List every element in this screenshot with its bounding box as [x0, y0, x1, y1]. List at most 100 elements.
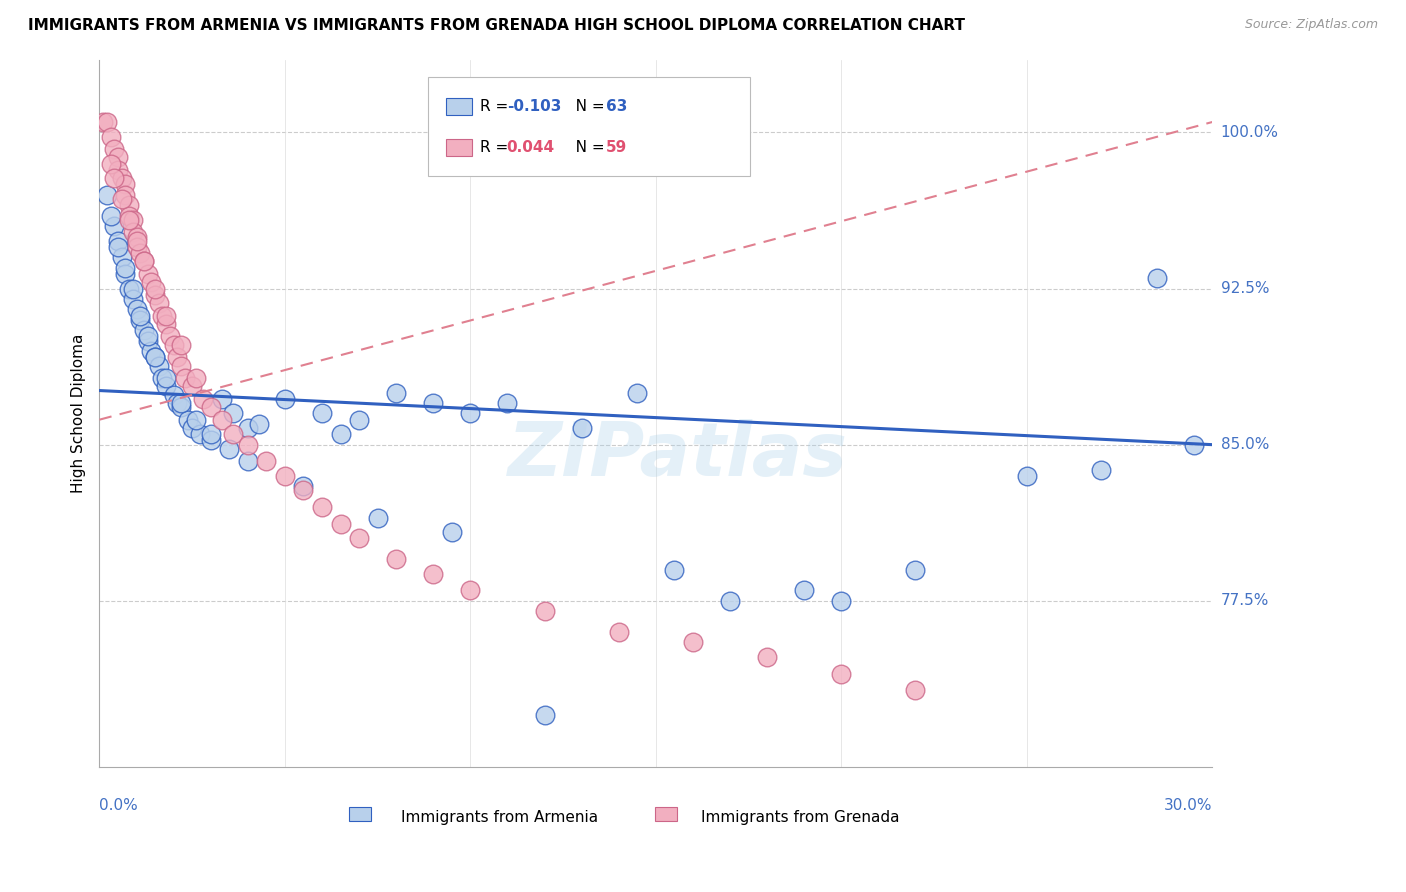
Point	[385, 552, 408, 566]
Point	[118, 212, 141, 227]
Text: R =: R =	[479, 139, 513, 154]
Text: R =: R =	[479, 99, 513, 114]
Point	[107, 162, 129, 177]
Point	[155, 309, 177, 323]
Point	[274, 392, 297, 406]
Point	[181, 379, 204, 393]
Point	[103, 171, 125, 186]
Y-axis label: High School Diploma: High School Diploma	[72, 334, 86, 493]
Point	[1182, 437, 1205, 451]
Text: 30.0%: 30.0%	[1164, 797, 1212, 813]
Point	[218, 442, 240, 456]
Point	[148, 359, 170, 373]
Point	[121, 225, 143, 239]
Point	[96, 187, 118, 202]
Point	[756, 649, 779, 664]
Point	[121, 292, 143, 306]
Point	[460, 406, 482, 420]
Point	[170, 359, 193, 373]
Text: ZIPatlas: ZIPatlas	[508, 419, 848, 492]
Point	[211, 392, 233, 406]
Point	[152, 309, 174, 323]
Point	[141, 275, 163, 289]
Point	[533, 604, 555, 618]
Point	[155, 371, 177, 385]
Point	[132, 254, 155, 268]
Point	[193, 392, 215, 406]
Point	[1015, 468, 1038, 483]
Text: 0.0%: 0.0%	[100, 797, 138, 813]
Point	[329, 427, 352, 442]
Text: 92.5%: 92.5%	[1220, 281, 1270, 296]
Point	[132, 323, 155, 337]
Point	[148, 296, 170, 310]
Point	[125, 302, 148, 317]
Point	[533, 708, 555, 723]
Point	[422, 396, 444, 410]
Text: 63: 63	[606, 99, 627, 114]
Point	[132, 254, 155, 268]
Point	[103, 142, 125, 156]
Point	[571, 421, 593, 435]
Text: Immigrants from Grenada: Immigrants from Grenada	[702, 810, 900, 825]
Point	[129, 309, 152, 323]
Point	[129, 312, 152, 326]
FancyBboxPatch shape	[349, 807, 371, 821]
Point	[96, 115, 118, 129]
Point	[347, 531, 370, 545]
Point	[125, 229, 148, 244]
Text: 0.044: 0.044	[506, 139, 555, 154]
Point	[200, 434, 222, 448]
Point	[121, 281, 143, 295]
Point	[200, 427, 222, 442]
Point	[170, 396, 193, 410]
Point	[1090, 462, 1112, 476]
Point	[159, 329, 181, 343]
Point	[103, 219, 125, 233]
Point	[292, 479, 315, 493]
Point	[143, 287, 166, 301]
Point	[111, 192, 134, 206]
Point	[830, 593, 852, 607]
Point	[329, 516, 352, 531]
Point	[718, 593, 741, 607]
Point	[136, 334, 159, 348]
Point	[177, 412, 200, 426]
Point	[793, 583, 815, 598]
Text: 77.5%: 77.5%	[1220, 593, 1268, 608]
Text: IMMIGRANTS FROM ARMENIA VS IMMIGRANTS FROM GRENADA HIGH SCHOOL DIPLOMA CORRELATI: IMMIGRANTS FROM ARMENIA VS IMMIGRANTS FR…	[28, 18, 965, 33]
Point	[91, 115, 114, 129]
Point	[136, 329, 159, 343]
Point	[136, 267, 159, 281]
Point	[166, 396, 188, 410]
Point	[100, 209, 122, 223]
Text: Source: ZipAtlas.com: Source: ZipAtlas.com	[1244, 18, 1378, 31]
Point	[111, 171, 134, 186]
Point	[181, 421, 204, 435]
Point	[111, 250, 134, 264]
Point	[118, 198, 141, 212]
Point	[222, 427, 245, 442]
Point	[114, 178, 136, 192]
Point	[274, 468, 297, 483]
Text: 85.0%: 85.0%	[1220, 437, 1268, 452]
Point	[904, 562, 927, 576]
Text: Immigrants from Armenia: Immigrants from Armenia	[402, 810, 599, 825]
Point	[152, 371, 174, 385]
FancyBboxPatch shape	[427, 78, 751, 177]
Text: N =: N =	[561, 99, 610, 114]
Point	[143, 281, 166, 295]
Point	[1146, 271, 1168, 285]
Point	[496, 396, 519, 410]
Point	[114, 267, 136, 281]
Point	[118, 209, 141, 223]
Point	[125, 240, 148, 254]
Point	[188, 427, 211, 442]
Point	[236, 421, 259, 435]
FancyBboxPatch shape	[446, 138, 472, 155]
Point	[121, 212, 143, 227]
Point	[114, 187, 136, 202]
Point	[155, 379, 177, 393]
Point	[422, 566, 444, 581]
Point	[830, 666, 852, 681]
